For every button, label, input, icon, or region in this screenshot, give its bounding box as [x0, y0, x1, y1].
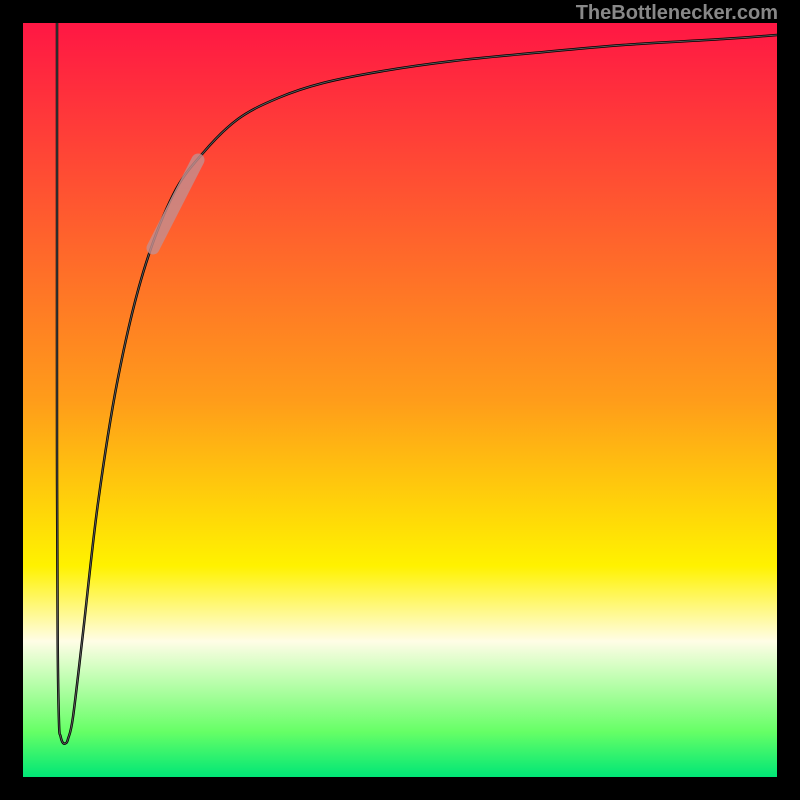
plot-area	[23, 23, 777, 777]
curve-highlight-segment	[153, 160, 198, 248]
watermark-text: TheBottlenecker.com	[576, 2, 778, 25]
bottleneck-curve	[57, 23, 777, 744]
curve-svg	[23, 23, 777, 777]
bottleneck-curve-inner	[57, 23, 777, 744]
chart-frame: TheBottlenecker.com	[0, 0, 800, 800]
